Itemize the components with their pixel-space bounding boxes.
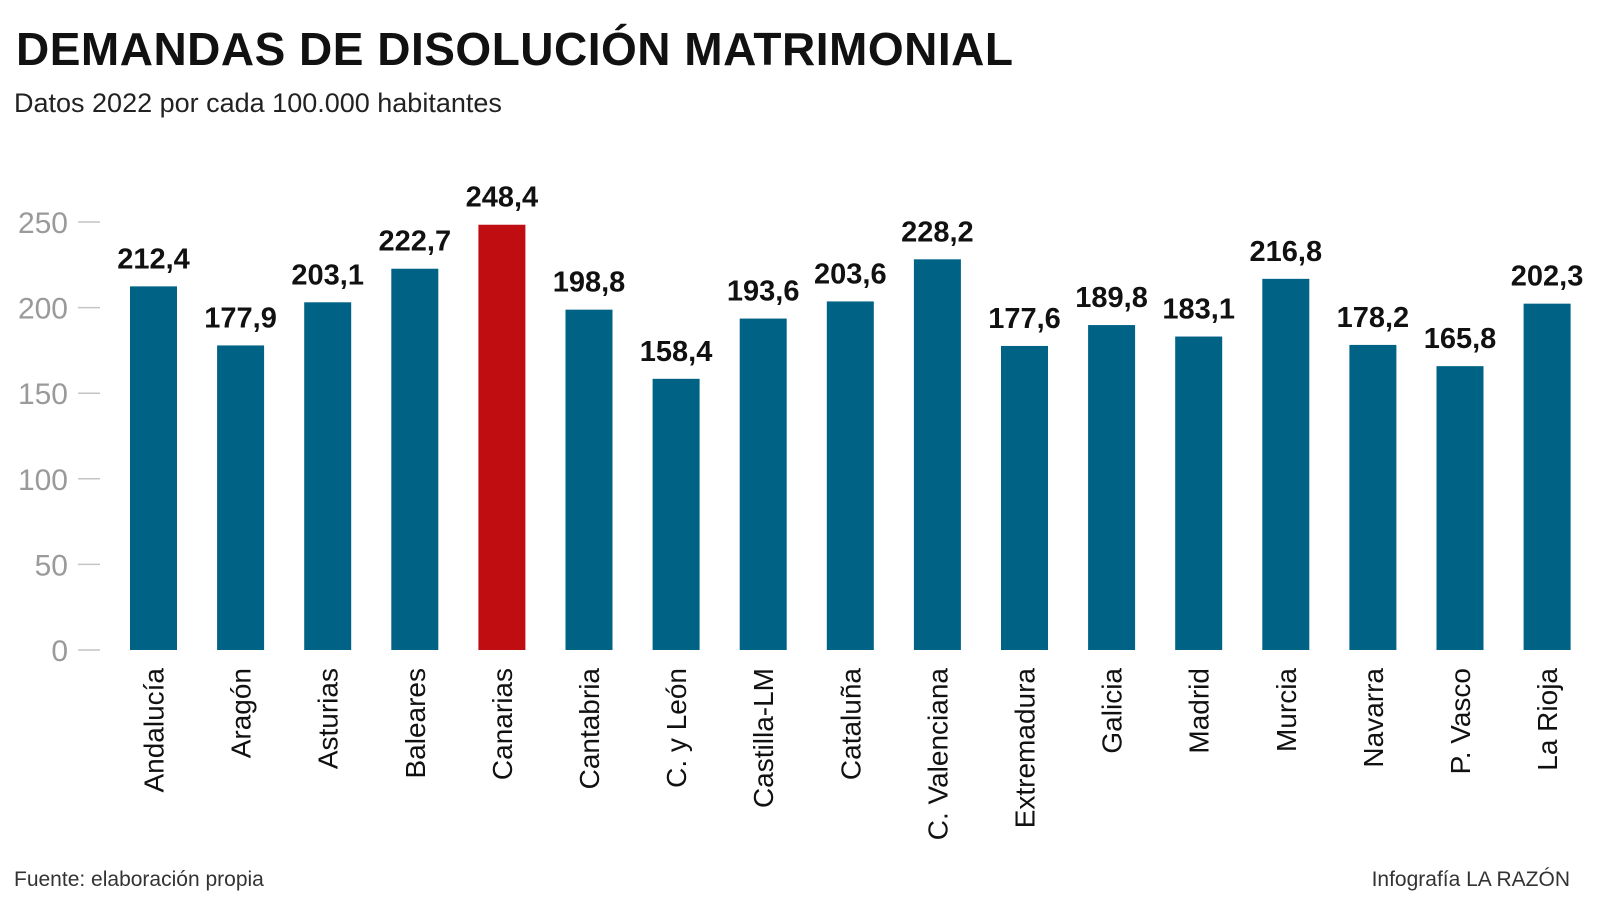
y-tick-label: 250 [18, 207, 68, 240]
x-tick-label: Cataluña [835, 668, 866, 781]
bar-extremadura [1001, 345, 1048, 650]
source-note: Fuente: elaboración propia [14, 868, 264, 891]
data-label: 216,8 [1250, 236, 1323, 268]
x-tick-label: Castilla-LM [748, 668, 779, 808]
x-tick-label: Madrid [1184, 668, 1215, 754]
bar-baleares [391, 268, 439, 650]
data-label: 248,4 [466, 182, 539, 214]
x-tick-label: Asturias [313, 668, 344, 769]
x-tick-label: C. y León [661, 668, 692, 788]
bar-castilla-lm [739, 318, 787, 650]
x-tick-label: Baleares [400, 668, 431, 779]
x-tick-label: Navarra [1358, 668, 1389, 768]
bar-arag-n [217, 345, 265, 650]
bar-asturias [304, 302, 352, 650]
x-tick-label: Extremadura [1010, 668, 1041, 829]
chart-title: DEMANDAS DE DISOLUCIÓN MATRIMONIAL [16, 23, 1014, 75]
data-label: 212,4 [117, 243, 190, 275]
bar-murcia [1262, 278, 1310, 650]
data-label: 158,4 [640, 336, 713, 368]
y-tick-label: 50 [35, 549, 68, 582]
bar-c-valenciana [913, 259, 961, 650]
x-tick-label: La Rioja [1532, 668, 1563, 771]
bar-cantabria [565, 309, 613, 650]
data-label: 183,1 [1162, 294, 1235, 326]
data-label: 178,2 [1337, 302, 1410, 334]
data-label: 193,6 [727, 276, 800, 308]
data-label: 189,8 [1075, 282, 1148, 314]
data-label: 165,8 [1424, 323, 1497, 355]
x-tick-label: P. Vasco [1445, 668, 1476, 774]
data-label: 177,6 [988, 303, 1061, 335]
data-label: 228,2 [901, 216, 974, 248]
bar-catalu-a [826, 301, 874, 650]
y-tick-label: 150 [18, 378, 68, 411]
data-label: 177,9 [204, 302, 277, 334]
credit-note: Infografía LA RAZÓN [1371, 868, 1570, 891]
bar-canarias [478, 224, 526, 650]
x-tick-label: Andalucía [139, 668, 170, 793]
bar-c-y-le-n [652, 378, 700, 650]
x-tick-label: Aragón [226, 668, 257, 758]
data-label: 198,8 [553, 267, 626, 299]
x-tick-label: Canarias [487, 668, 518, 780]
data-label: 203,1 [291, 259, 364, 291]
bar-madrid [1175, 336, 1223, 650]
y-tick-label: 200 [18, 293, 68, 326]
bar-p-vasco [1436, 366, 1484, 650]
data-label: 202,3 [1511, 261, 1584, 293]
x-tick-label: Galicia [1097, 668, 1128, 754]
y-tick-label: 100 [18, 464, 68, 497]
data-label: 222,7 [379, 226, 452, 258]
chart-subtitle: Datos 2022 por cada 100.000 habitantes [14, 88, 502, 118]
x-tick-label: C. Valenciana [922, 668, 953, 841]
bar-andaluc-a [130, 286, 177, 650]
x-tick-label: Cantabria [574, 668, 605, 790]
y-tick-label: 0 [51, 635, 68, 668]
bar-la-rioja [1523, 303, 1571, 650]
data-label: 203,6 [814, 258, 887, 290]
bar-navarra [1349, 344, 1397, 650]
x-tick-label: Murcia [1271, 668, 1302, 752]
bar-galicia [1088, 325, 1136, 650]
